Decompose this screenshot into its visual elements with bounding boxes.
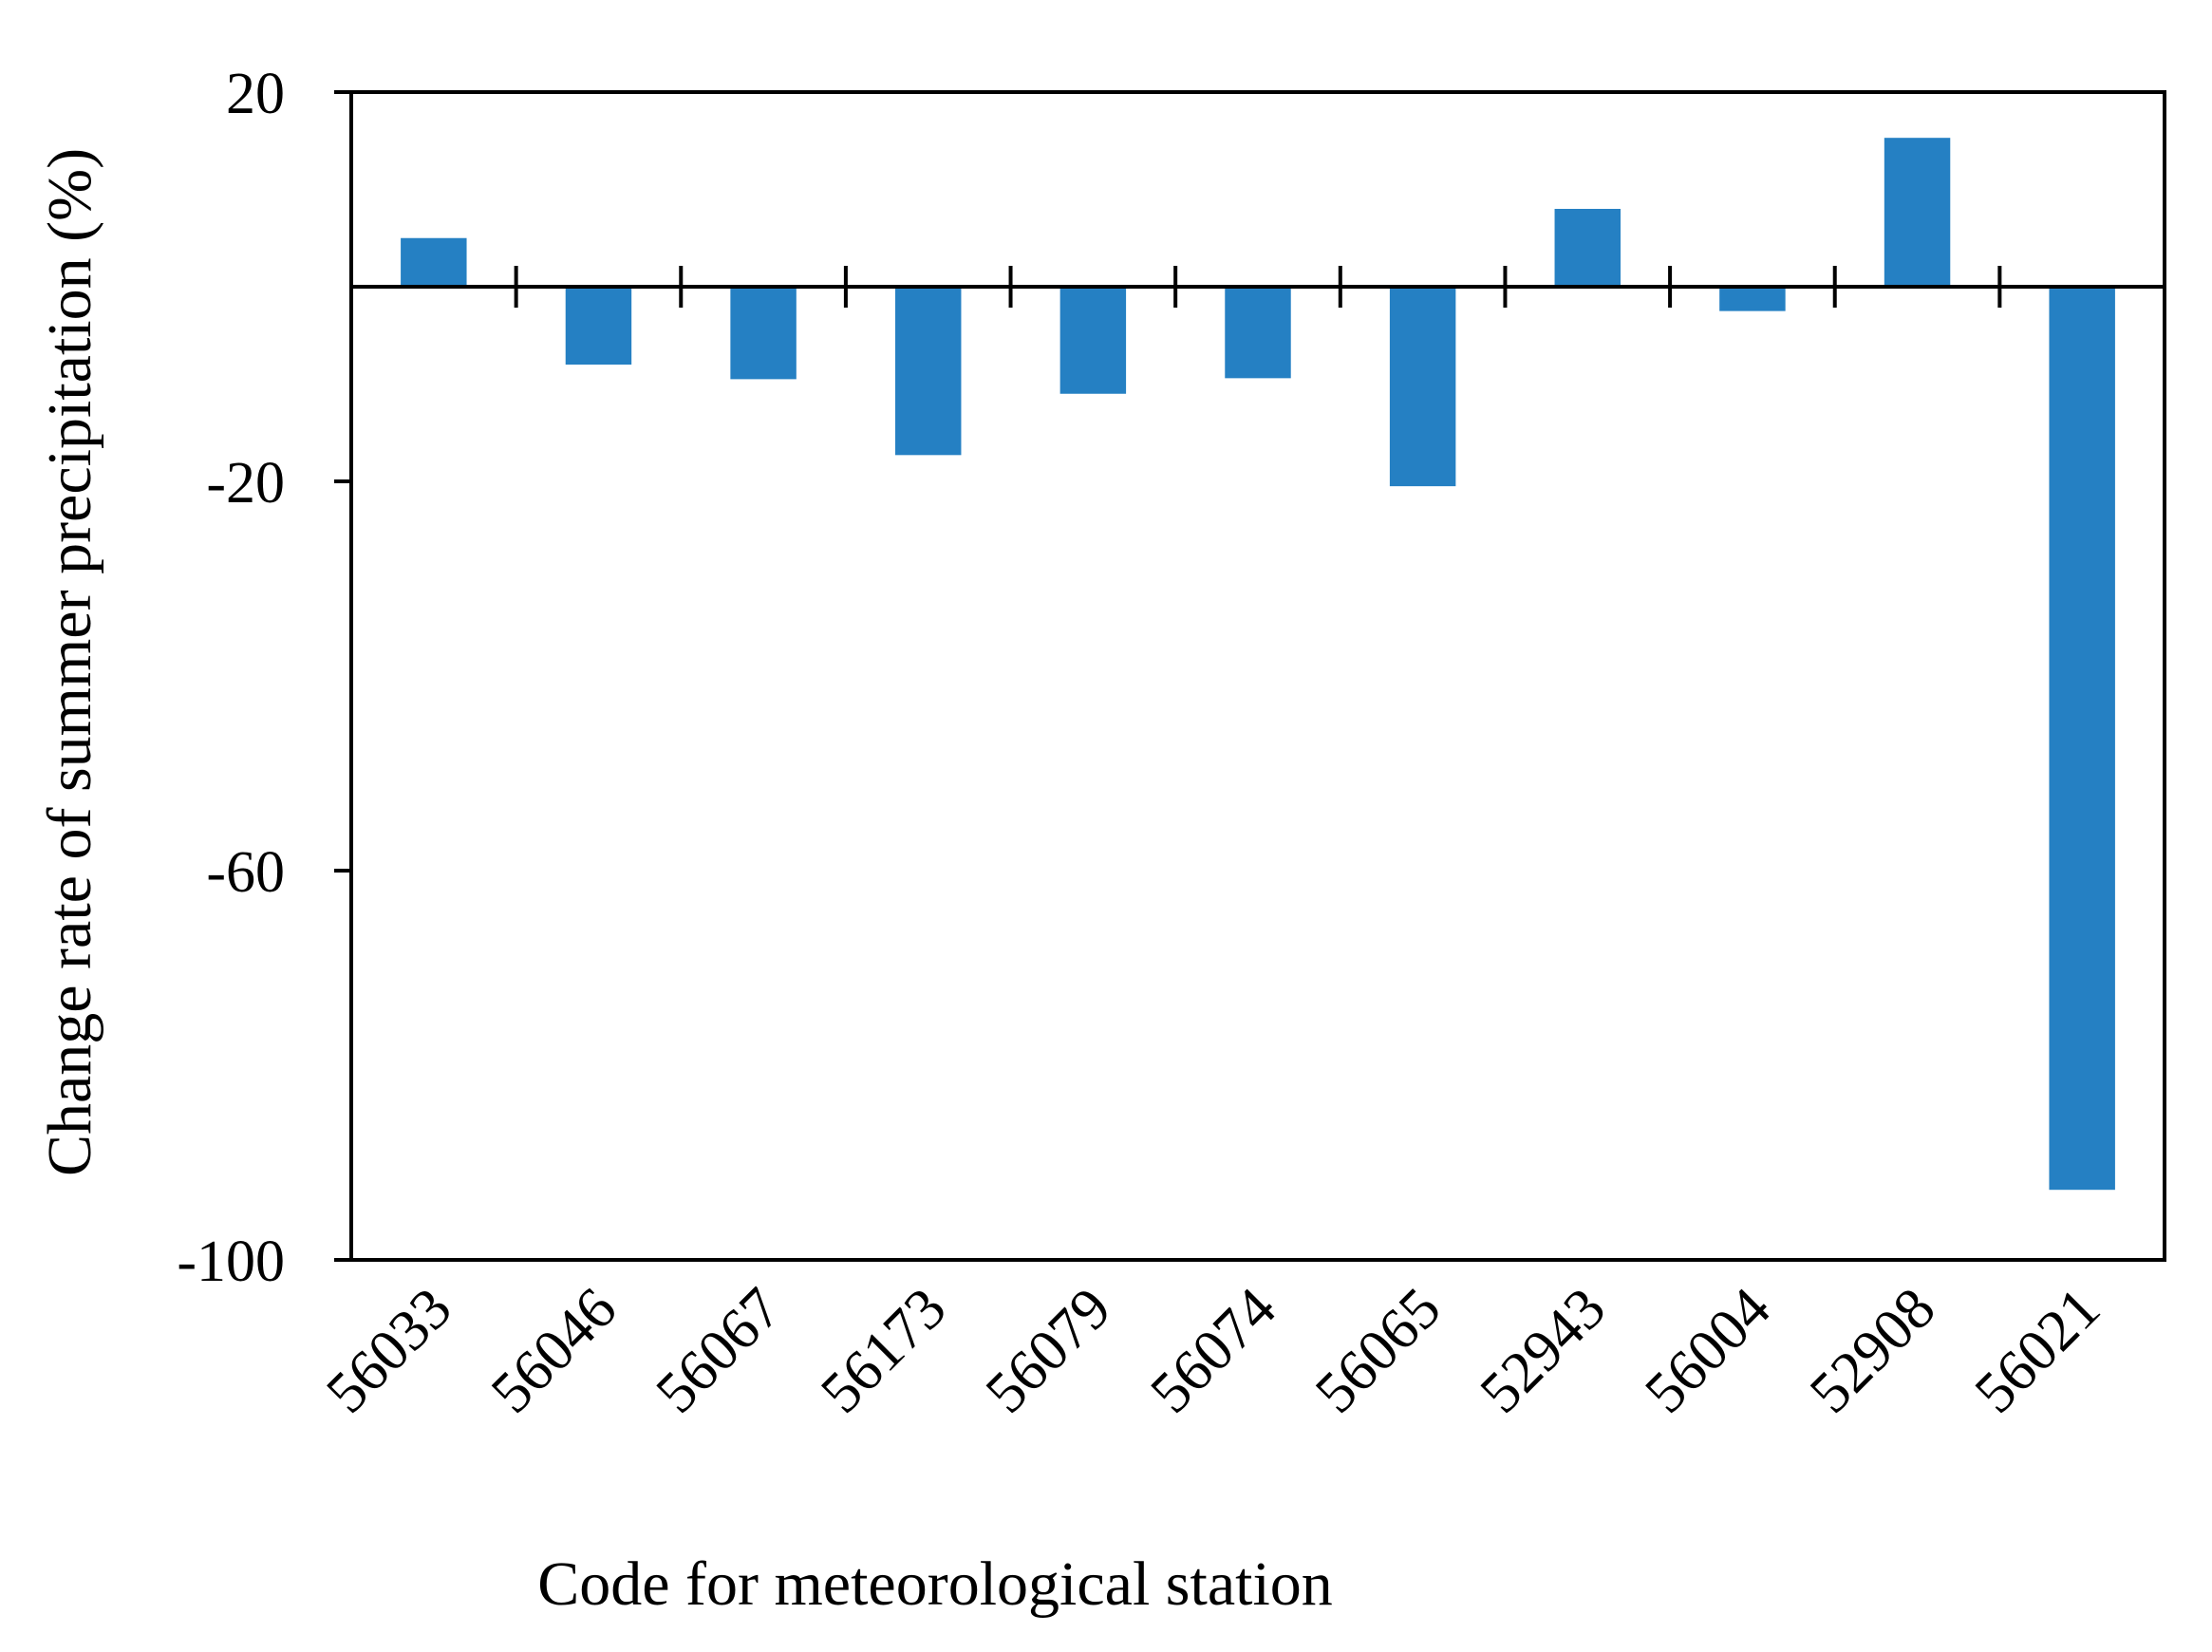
bars-layer: [401, 138, 2115, 1191]
x-ticks-layer: [514, 266, 2002, 308]
bar-56079: [1059, 287, 1127, 394]
y-tick-label: -20: [206, 451, 285, 516]
x-tick-label: 56004: [1633, 1276, 1783, 1426]
plot-frame: [349, 90, 2166, 1262]
y-tick-label: 20: [226, 62, 285, 126]
bar-56065: [1389, 287, 1456, 487]
bar-56067: [730, 287, 797, 380]
bar-52908: [1884, 138, 1951, 287]
bar-56173: [895, 287, 962, 456]
y-tick-label: -100: [177, 1230, 285, 1294]
y-tick-labels: 20 -20 -60 -100: [177, 62, 285, 1294]
x-tick-label: 56067: [644, 1276, 794, 1426]
x-tick-label: 52943: [1468, 1276, 1618, 1426]
y-axis-title: Change rate of summer precipitation (%): [35, 148, 104, 1176]
x-tick-label: 56065: [1303, 1276, 1453, 1426]
x-tick-label: 56173: [809, 1276, 959, 1426]
bar-56004: [1719, 287, 1786, 311]
x-tick-label: 56046: [479, 1276, 629, 1426]
bar-56033: [401, 237, 467, 287]
y-tick-label: -60: [206, 840, 285, 905]
x-axis-title: Code for meteorological station: [537, 1549, 1333, 1619]
bar-56074: [1225, 287, 1291, 379]
bar-56046: [565, 287, 632, 365]
x-tick-label: 56074: [1138, 1276, 1288, 1426]
y-ticks-layer: [334, 90, 351, 1262]
x-tick-label: 56079: [974, 1276, 1124, 1426]
bar-56021: [2049, 287, 2115, 1191]
x-tick-labels: 56033 56046 56067 56173 56079 56074 56065 52943…: [314, 1276, 2112, 1426]
bar-52943: [1554, 209, 1621, 287]
x-tick-label: 56033: [314, 1276, 464, 1426]
x-tick-label: 52908: [1798, 1276, 1948, 1426]
x-tick-label: 56021: [1962, 1276, 2112, 1426]
